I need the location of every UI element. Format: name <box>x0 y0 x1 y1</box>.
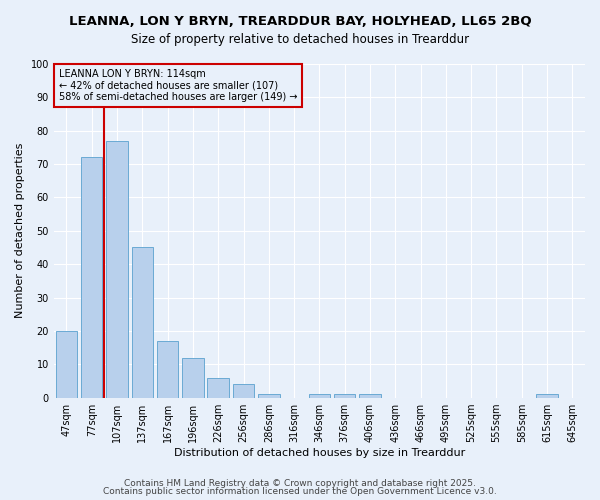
Bar <box>157 341 178 398</box>
Bar <box>258 394 280 398</box>
Text: Contains HM Land Registry data © Crown copyright and database right 2025.: Contains HM Land Registry data © Crown c… <box>124 478 476 488</box>
Bar <box>81 158 103 398</box>
Text: Size of property relative to detached houses in Trearddur: Size of property relative to detached ho… <box>131 32 469 46</box>
Bar <box>233 384 254 398</box>
Bar <box>208 378 229 398</box>
Bar <box>106 140 128 398</box>
Bar <box>56 331 77 398</box>
Bar <box>308 394 330 398</box>
Bar <box>182 358 203 398</box>
Bar <box>536 394 558 398</box>
Bar <box>334 394 355 398</box>
Text: LEANNA LON Y BRYN: 114sqm
← 42% of detached houses are smaller (107)
58% of semi: LEANNA LON Y BRYN: 114sqm ← 42% of detac… <box>59 69 298 102</box>
Y-axis label: Number of detached properties: Number of detached properties <box>15 143 25 318</box>
Bar <box>131 248 153 398</box>
Text: LEANNA, LON Y BRYN, TREARDDUR BAY, HOLYHEAD, LL65 2BQ: LEANNA, LON Y BRYN, TREARDDUR BAY, HOLYH… <box>68 15 532 28</box>
X-axis label: Distribution of detached houses by size in Trearddur: Distribution of detached houses by size … <box>174 448 465 458</box>
Text: Contains public sector information licensed under the Open Government Licence v3: Contains public sector information licen… <box>103 487 497 496</box>
Bar <box>359 394 381 398</box>
